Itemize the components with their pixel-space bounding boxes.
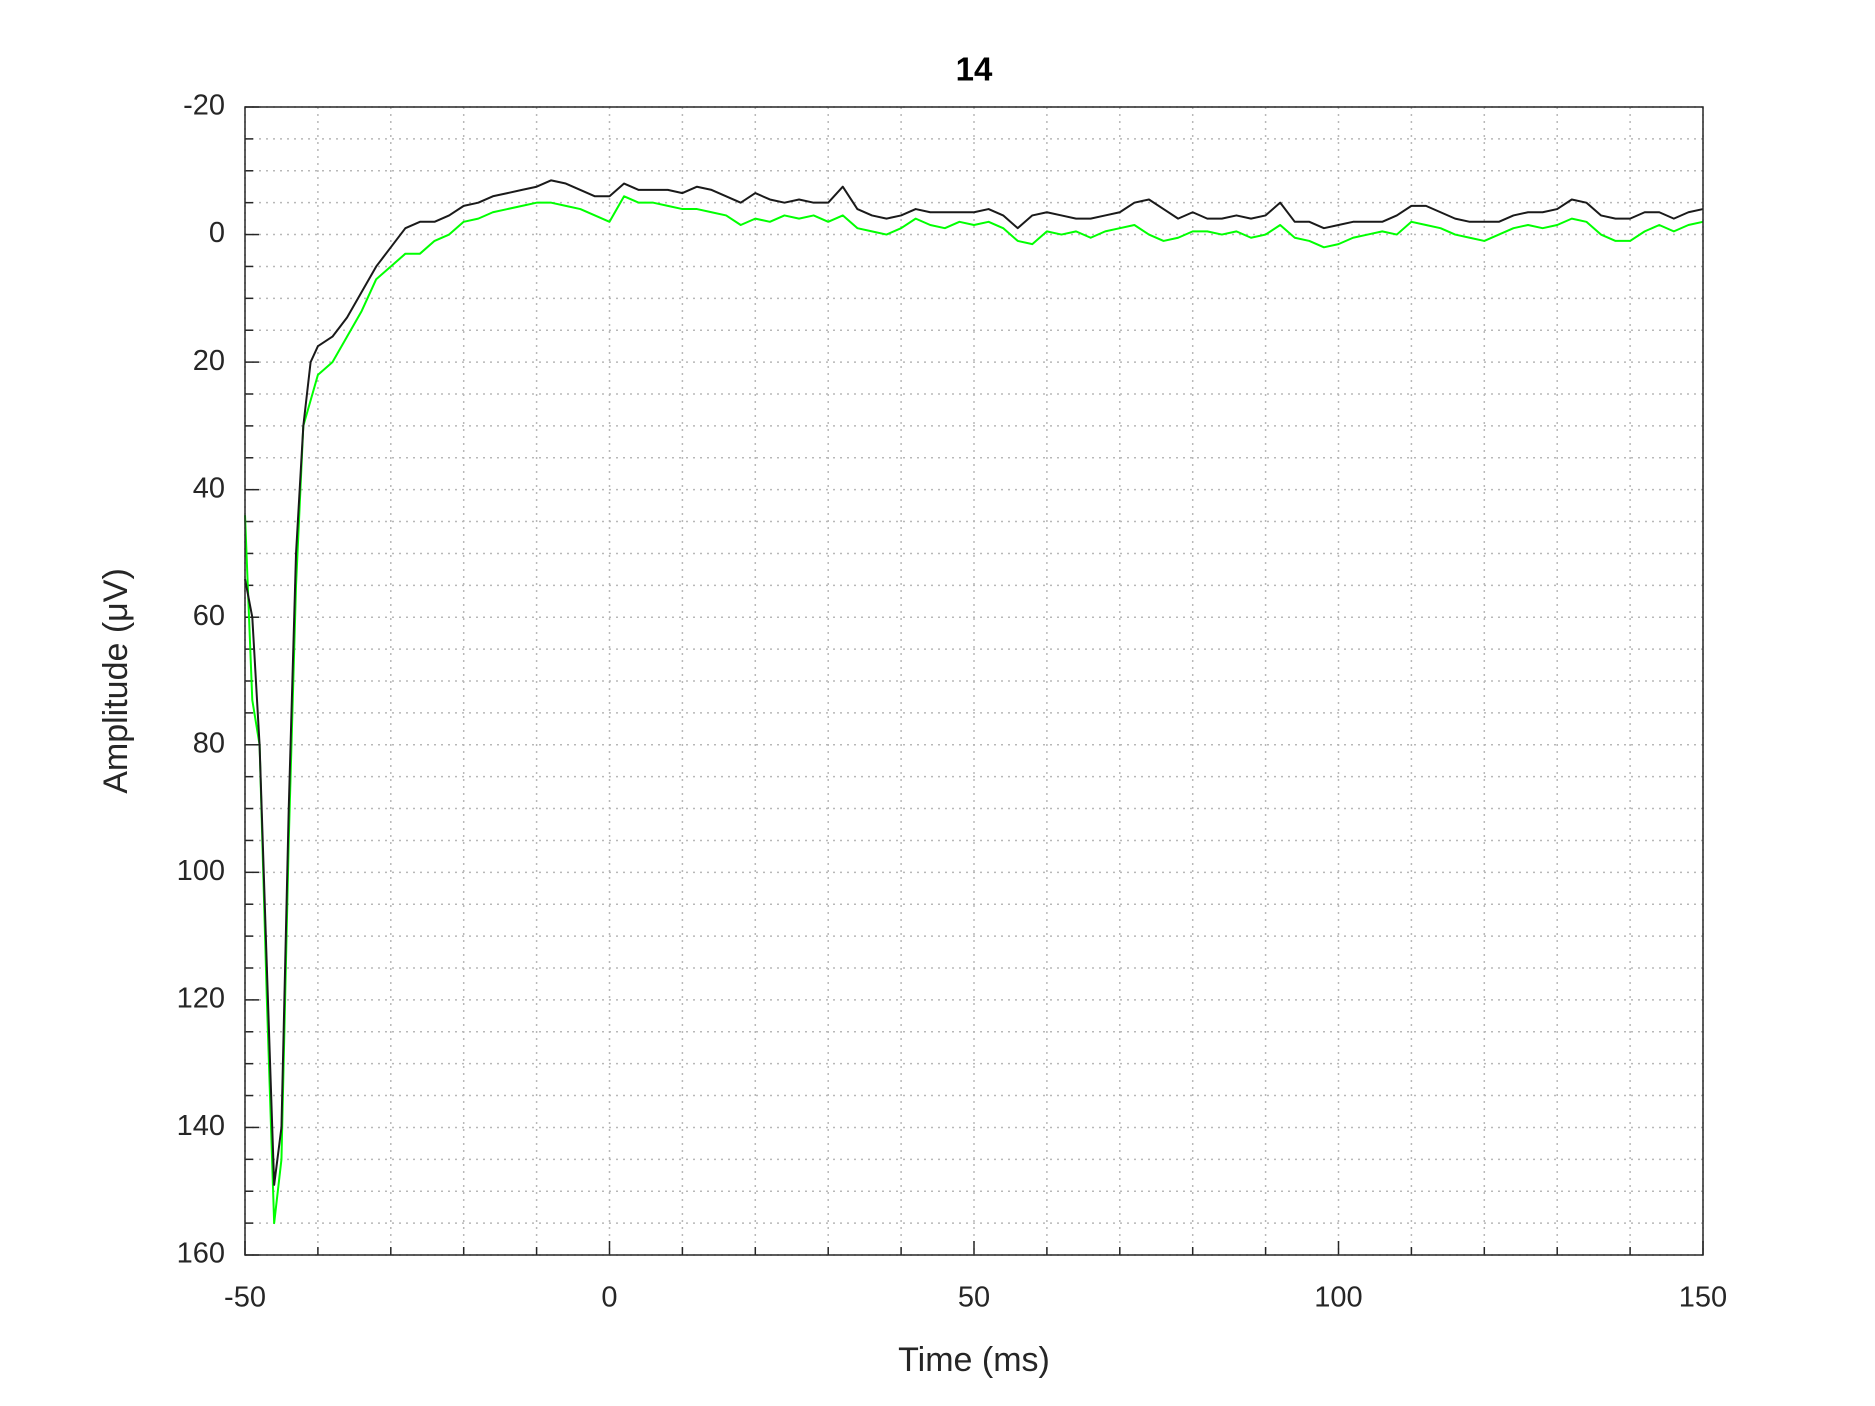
x-tick-label: 0 bbox=[601, 1282, 617, 1314]
series-line bbox=[244, 179, 1704, 1186]
x-tick-label: -50 bbox=[224, 1282, 266, 1314]
x-axis-label: Time (ms) bbox=[898, 1341, 1050, 1379]
axes-box bbox=[244, 106, 1704, 1256]
chart-title: 14 bbox=[956, 51, 993, 88]
y-tick-label: 60 bbox=[193, 600, 225, 632]
y-tick-label: 40 bbox=[193, 472, 225, 504]
series-line bbox=[244, 195, 1704, 1225]
y-tick-label: -20 bbox=[183, 90, 225, 122]
y-tick-label: 100 bbox=[177, 855, 225, 887]
x-tick-label: 150 bbox=[1679, 1282, 1727, 1314]
y-tick-label: 160 bbox=[177, 1238, 225, 1270]
y-tick-label: 20 bbox=[193, 345, 225, 377]
x-tick-label: 50 bbox=[958, 1282, 990, 1314]
y-tick-label: 80 bbox=[193, 727, 225, 759]
y-tick-label: 0 bbox=[209, 217, 225, 249]
x-tick-label: 100 bbox=[1314, 1282, 1362, 1314]
y-tick-label: 140 bbox=[177, 1110, 225, 1142]
y-axis-label: Amplitude (μV) bbox=[97, 568, 135, 794]
y-tick-label: 120 bbox=[177, 983, 225, 1015]
